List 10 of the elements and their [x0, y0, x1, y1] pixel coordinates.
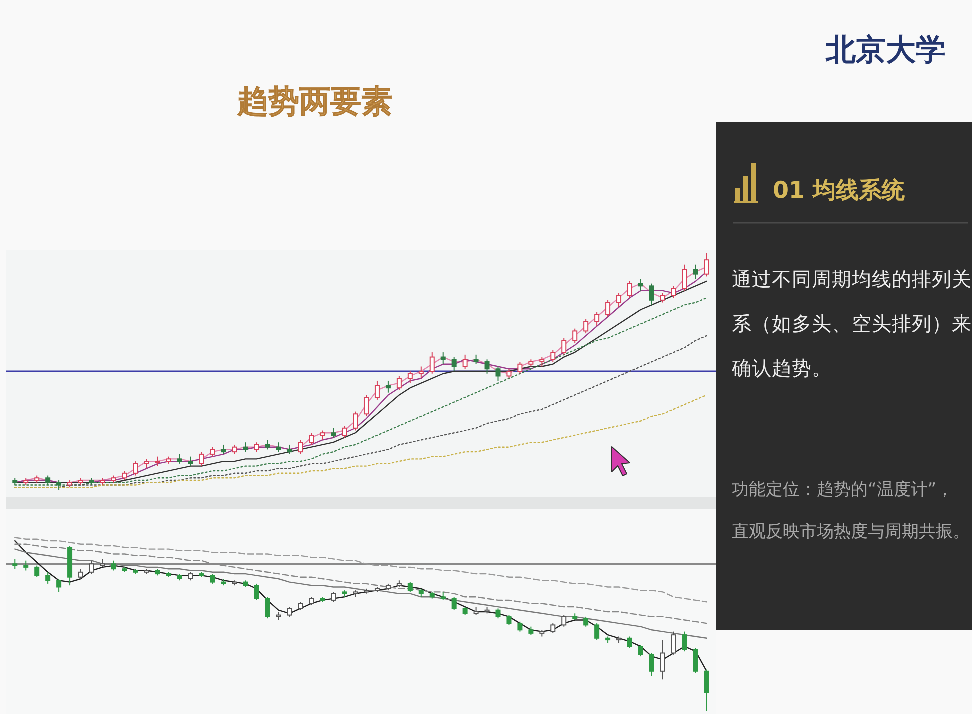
text: 01 均线系统: [773, 178, 906, 204]
candlestick: [660, 640, 666, 680]
chart-title: 趋势两要素: [236, 84, 392, 120]
text: 北京大学: [825, 33, 946, 68]
text: 通过不同周期均线的排列关系（如多头、空头排列）来确认趋势。: [731, 268, 972, 380]
candlestick: [276, 612, 282, 621]
candlestick: [24, 560, 29, 572]
candlestick: [440, 352, 446, 365]
text: 功能定位：趋势的“温度计”，直观反映市场热度与周期共振。: [732, 480, 970, 542]
candlestick: [638, 278, 644, 292]
